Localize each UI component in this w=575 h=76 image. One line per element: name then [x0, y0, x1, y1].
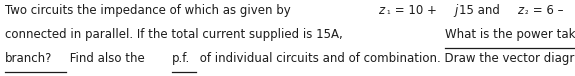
- Text: What is the power taken by each: What is the power taken by each: [445, 28, 575, 41]
- Text: ₂: ₂: [524, 7, 528, 16]
- Text: Two circuits the impedance of which as given by: Two circuits the impedance of which as g…: [5, 4, 294, 17]
- Text: of individual circuits and of combination. Draw the vector diagram.: of individual circuits and of combinatio…: [196, 52, 575, 65]
- Text: j: j: [455, 4, 458, 17]
- Text: p.f.: p.f.: [172, 52, 190, 65]
- Text: Find also the: Find also the: [66, 52, 148, 65]
- Text: branch?: branch?: [5, 52, 52, 65]
- Text: = 10 +: = 10 +: [391, 4, 440, 17]
- Text: = 6 –: = 6 –: [529, 4, 568, 17]
- Text: 15 and: 15 and: [459, 4, 504, 17]
- Text: z: z: [516, 4, 523, 17]
- Text: connected in parallel. If the total current supplied is 15A,: connected in parallel. If the total curr…: [5, 28, 346, 41]
- Text: ₁: ₁: [386, 7, 390, 16]
- Text: z: z: [378, 4, 384, 17]
